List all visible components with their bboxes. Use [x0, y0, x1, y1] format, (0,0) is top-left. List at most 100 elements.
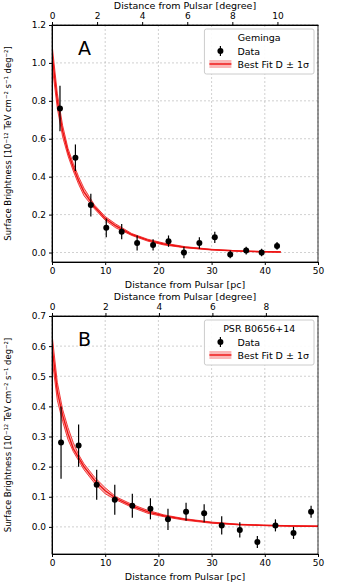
tick: 0.6 [32, 134, 52, 144]
x2-axis-title: Distance from Pulsar [degree] [114, 0, 256, 11]
data-point [103, 225, 109, 231]
legend-entry: Best Fit D ± 1σ [209, 350, 309, 361]
data-point [166, 238, 172, 244]
data-point [308, 509, 314, 515]
grid-line [158, 316, 159, 554]
tick-label: 0 [50, 558, 56, 568]
tick-mark [52, 22, 53, 25]
data-point [150, 242, 156, 248]
legend: GemingaDataBest Fit D ± 1σ [204, 29, 314, 74]
tick-label: 6 [185, 11, 191, 21]
tick-label: 0.8 [32, 96, 47, 106]
tick: 4 [140, 11, 146, 25]
grid-line [52, 176, 318, 177]
data-point [227, 251, 233, 257]
tick-mark [266, 313, 267, 316]
tick: 4 [157, 302, 163, 316]
tick: 6 [185, 11, 191, 25]
tick-mark [49, 406, 52, 407]
x-axis-title: Distance from Pulsar [pc] [125, 571, 245, 582]
tick-mark [159, 313, 160, 316]
fit-line [52, 346, 318, 526]
tick: 0 [50, 262, 56, 276]
grid-line [52, 214, 318, 215]
tick: 40 [260, 554, 272, 568]
tick-label: 10 [100, 558, 112, 568]
data-point [181, 250, 187, 256]
legend-title: PSR B0656+14 [223, 323, 295, 334]
tick-mark [265, 262, 266, 265]
grid-line [52, 406, 318, 407]
data-point [112, 497, 118, 503]
legend-box [204, 320, 314, 365]
tick-label: 30 [206, 558, 218, 568]
tick: 1.0 [32, 58, 52, 68]
data-point [219, 522, 225, 528]
legend-entry: Data [217, 337, 260, 348]
grid-line [158, 25, 159, 262]
tick-label: 0.5 [32, 372, 46, 382]
plot-area [52, 44, 281, 258]
tick: 40 [260, 262, 272, 276]
tick: 0.7 [32, 311, 52, 321]
tick-mark [232, 22, 233, 25]
tick-label: 1.2 [32, 20, 46, 30]
panel: 01020304050024680.00.10.20.30.40.50.60.7… [3, 291, 324, 582]
tick-label: 0 [50, 266, 56, 276]
tick: 20 [153, 262, 165, 276]
tick-mark [49, 346, 52, 347]
legend-label: Data [237, 46, 260, 57]
data-point [272, 522, 278, 528]
tick: 10 [100, 554, 112, 568]
tick-mark [97, 22, 98, 25]
tick-label: 0.6 [32, 342, 47, 352]
tick-mark [212, 554, 213, 557]
tick-label: 0.0 [32, 248, 47, 258]
fit-upper [52, 44, 281, 252]
legend-symbol [217, 339, 223, 345]
y-axis: 0.00.20.40.60.81.01.2 [32, 20, 53, 262]
y-axis-title: Surface Brightness [10⁻¹² TeV cm⁻² s⁻¹ d… [3, 338, 13, 533]
tick-label: 0.4 [32, 402, 47, 412]
panel: 0102030405002468100.00.20.40.60.81.01.2D… [3, 0, 324, 290]
axis-line [53, 316, 319, 317]
axis-line [52, 26, 53, 263]
fit-lower [52, 358, 318, 526]
data-point [274, 243, 280, 249]
fit-lower [52, 65, 281, 252]
tick-label: 0 [50, 11, 56, 21]
x-axis: 01020304050 [50, 554, 325, 568]
data-point [94, 482, 100, 488]
tick: 1.2 [32, 20, 52, 30]
tick-mark [265, 554, 266, 557]
tick-label: 0.0 [32, 522, 47, 532]
legend: PSR B0656+14 Data Best Fit D ± 1σ [204, 320, 314, 365]
data-point [165, 516, 171, 522]
tick-mark [105, 313, 106, 316]
grid-line [52, 496, 318, 497]
axis-line [53, 554, 319, 555]
data-point [134, 240, 140, 246]
tick-mark [49, 253, 52, 254]
data-point [183, 509, 189, 515]
panel-label: B [78, 328, 91, 350]
tick-mark [49, 316, 52, 317]
tick-label: 8 [264, 302, 270, 312]
y-axis-title: Surface Brightness [10⁻¹² TeV cm⁻² s⁻¹ d… [3, 46, 13, 241]
fit-line [52, 53, 281, 252]
tick-label: 20 [153, 558, 165, 568]
tick: 0 [50, 554, 56, 568]
tick-label: 50 [313, 266, 325, 276]
tick: 6 [210, 302, 216, 316]
tick-label: 4 [140, 11, 146, 21]
tick: 2 [103, 302, 109, 316]
x2-axis: 0246810 [50, 11, 319, 26]
tick-mark [49, 467, 52, 468]
tick-label: 6 [210, 302, 216, 312]
tick-label: 0.2 [32, 462, 46, 472]
grid-line [52, 376, 318, 377]
tick-label: 40 [260, 266, 272, 276]
legend-box [204, 29, 314, 74]
legend-label: Best Fit D ± 1σ [237, 59, 309, 70]
tick: 0.1 [32, 492, 52, 502]
